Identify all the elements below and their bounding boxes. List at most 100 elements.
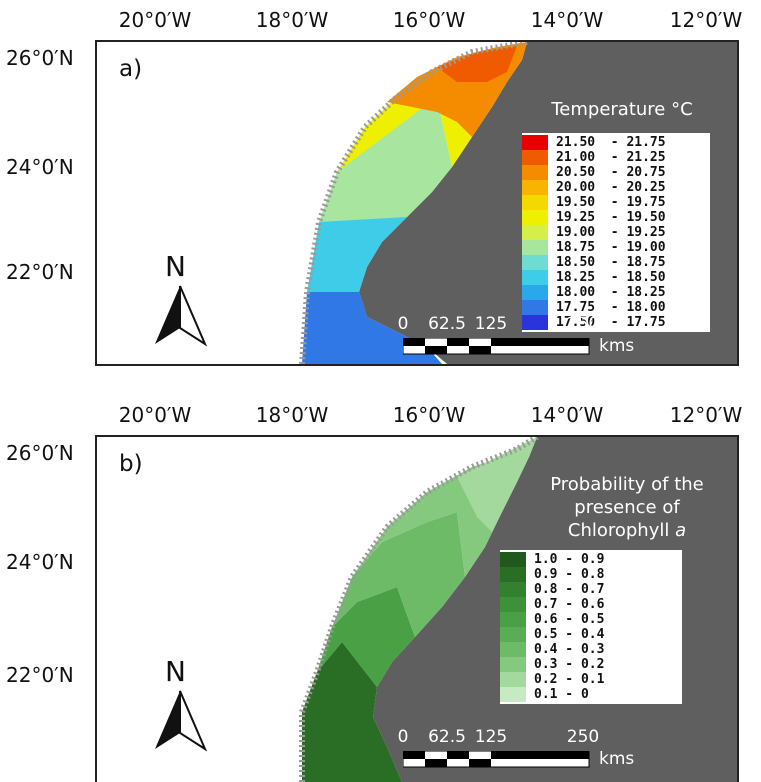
scale-unit: kms <box>599 749 635 769</box>
legend-label: 0.4 - 0.3 <box>534 642 605 657</box>
legend-label: 19.25 - 19.50 <box>556 210 666 225</box>
legend-title-line-1: Probability of the <box>550 474 704 495</box>
panel-chlorophyll: 20°0′W 18°0′W 16°0′W 14°0′W 12°0′W 26°0′… <box>0 395 761 782</box>
scale-bar-graphic <box>403 338 590 355</box>
legend-item: 0.5 - 0.4 <box>500 627 682 642</box>
scale-label-0: 0 <box>397 314 409 334</box>
legend-label: 19.00 - 19.25 <box>556 225 666 240</box>
legend-swatch <box>500 567 526 582</box>
chl-band-lowest <box>457 437 537 532</box>
legend-temperature: 21.50 - 21.75 21.00 - 21.25 20.50 - 20.75 2… <box>522 133 710 332</box>
sst-band-hottest <box>437 46 517 82</box>
legend-label: 0.6 - 0.5 <box>534 612 605 627</box>
legend-label: 0.8 - 0.7 <box>534 582 605 597</box>
sst-band-mid <box>319 97 452 222</box>
lon-label-16w: 16°0′W <box>392 8 466 32</box>
legend-item: 0.9 - 0.8 <box>500 567 682 582</box>
legend-swatch <box>500 612 526 627</box>
legend-swatch <box>500 642 526 657</box>
lat-label-22n: 22°0′N <box>6 663 74 687</box>
legend-label: 0.2 - 0.1 <box>534 672 605 687</box>
legend-item: 20.00 - 20.25 <box>522 180 710 195</box>
legend-swatch <box>522 315 548 330</box>
legend-item: 20.50 - 20.75 <box>522 165 710 180</box>
legend-item: 21.00 - 21.25 <box>522 150 710 165</box>
scale-label-125: 125 <box>474 727 508 747</box>
legend-item: 19.50 - 19.75 <box>522 195 710 210</box>
scale-label-0: 0 <box>397 727 409 747</box>
scale-unit: kms <box>599 336 635 356</box>
legend-title: Temperature °C <box>551 99 693 120</box>
legend-swatch <box>522 270 548 285</box>
scale-label-250: 250 <box>566 727 600 747</box>
legend-swatch <box>500 687 526 702</box>
legend-label: 0.1 - 0 <box>534 687 589 702</box>
lat-label-26n: 26°0′N <box>6 46 74 70</box>
legend-item: 0.4 - 0.3 <box>500 642 682 657</box>
legend-item: 0.3 - 0.2 <box>500 657 682 672</box>
legend-item: 19.00 - 19.25 <box>522 225 710 240</box>
legend-item: 18.75 - 19.00 <box>522 240 710 255</box>
legend-item: 21.50 - 21.75 <box>522 135 710 150</box>
legend-swatch <box>522 195 548 210</box>
legend-label: 20.50 - 20.75 <box>556 165 666 180</box>
panel-temperature: 20°0′W 18°0′W 16°0′W 14°0′W 12°0′W 26°0′… <box>0 0 761 390</box>
lon-label-18w: 18°0′W <box>255 8 329 32</box>
legend-item: 0.8 - 0.7 <box>500 582 682 597</box>
legend-label: 17.75 - 18.00 <box>556 300 666 315</box>
legend-label: 18.50 - 18.75 <box>556 255 666 270</box>
scale-bar-graphic <box>403 751 590 768</box>
scale-label-62: 62.5 <box>428 314 466 334</box>
legend-label: 17.50 - 17.75 <box>556 315 666 330</box>
legend-swatch <box>522 150 548 165</box>
scale-label-250: 250 <box>566 314 600 334</box>
lat-label-26n: 26°0′N <box>6 441 74 465</box>
legend-swatch <box>500 552 526 567</box>
coastline-outline <box>299 437 539 782</box>
legend-chlorophyll: 1.0 - 0.9 0.9 - 0.8 0.8 - 0.7 0.7 - 0.6 0.6 … <box>500 550 682 704</box>
legend-label: 19.50 - 19.75 <box>556 195 666 210</box>
legend-item: 0.1 - 0 <box>500 687 682 702</box>
lat-label-24n: 24°0′N <box>6 155 74 179</box>
legend-item: 18.25 - 18.50 <box>522 270 710 285</box>
north-letter: N <box>165 655 186 688</box>
legend-label: 1.0 - 0.9 <box>534 552 605 567</box>
legend-swatch <box>500 597 526 612</box>
scale-bar: 0 62.5 125 250 kms <box>397 314 657 359</box>
map-frame: b) Probability of the presence of Chloro… <box>95 435 739 782</box>
legend-swatch <box>522 285 548 300</box>
north-arrow-icon <box>155 690 208 752</box>
legend-swatch <box>522 135 548 150</box>
chl-band-high <box>302 642 402 782</box>
legend-swatch <box>500 657 526 672</box>
scale-bar: 0 62.5 125 250 kms <box>397 727 657 772</box>
coastline-outline <box>299 42 528 364</box>
legend-label: 0.7 - 0.6 <box>534 597 605 612</box>
north-arrow-icon <box>155 285 208 347</box>
legend-label: 21.00 - 21.25 <box>556 150 666 165</box>
legend-label: 18.00 - 18.25 <box>556 285 666 300</box>
legend-swatch <box>522 255 548 270</box>
legend-item: 1.0 - 0.9 <box>500 552 682 567</box>
lat-label-24n: 24°0′N <box>6 550 74 574</box>
lon-label-16w: 16°0′W <box>392 403 466 427</box>
legend-swatch <box>522 180 548 195</box>
scale-label-62: 62.5 <box>428 727 466 747</box>
chl-band-mid <box>332 512 465 637</box>
legend-title-line-2: presence of <box>574 497 680 518</box>
legend-swatch <box>522 240 548 255</box>
legend-item: 19.25 - 19.50 <box>522 210 710 225</box>
legend-label: 21.50 - 21.75 <box>556 135 666 150</box>
legend-label: 20.00 - 20.25 <box>556 180 666 195</box>
legend-item: 17.50 - 17.75 <box>522 315 710 330</box>
legend-title: Probability of the presence of Chlorophy… <box>522 473 732 542</box>
legend-label: 0.9 - 0.8 <box>534 567 605 582</box>
legend-label: 0.3 - 0.2 <box>534 657 605 672</box>
lon-label-20w: 20°0′W <box>118 403 192 427</box>
legend-item: 18.00 - 18.25 <box>522 285 710 300</box>
legend-swatch <box>522 210 548 225</box>
lon-label-14w: 14°0′W <box>530 8 604 32</box>
legend-item: 18.50 - 18.75 <box>522 255 710 270</box>
chl-band-midhigh <box>317 587 415 687</box>
panel-letter: a) <box>119 56 143 82</box>
